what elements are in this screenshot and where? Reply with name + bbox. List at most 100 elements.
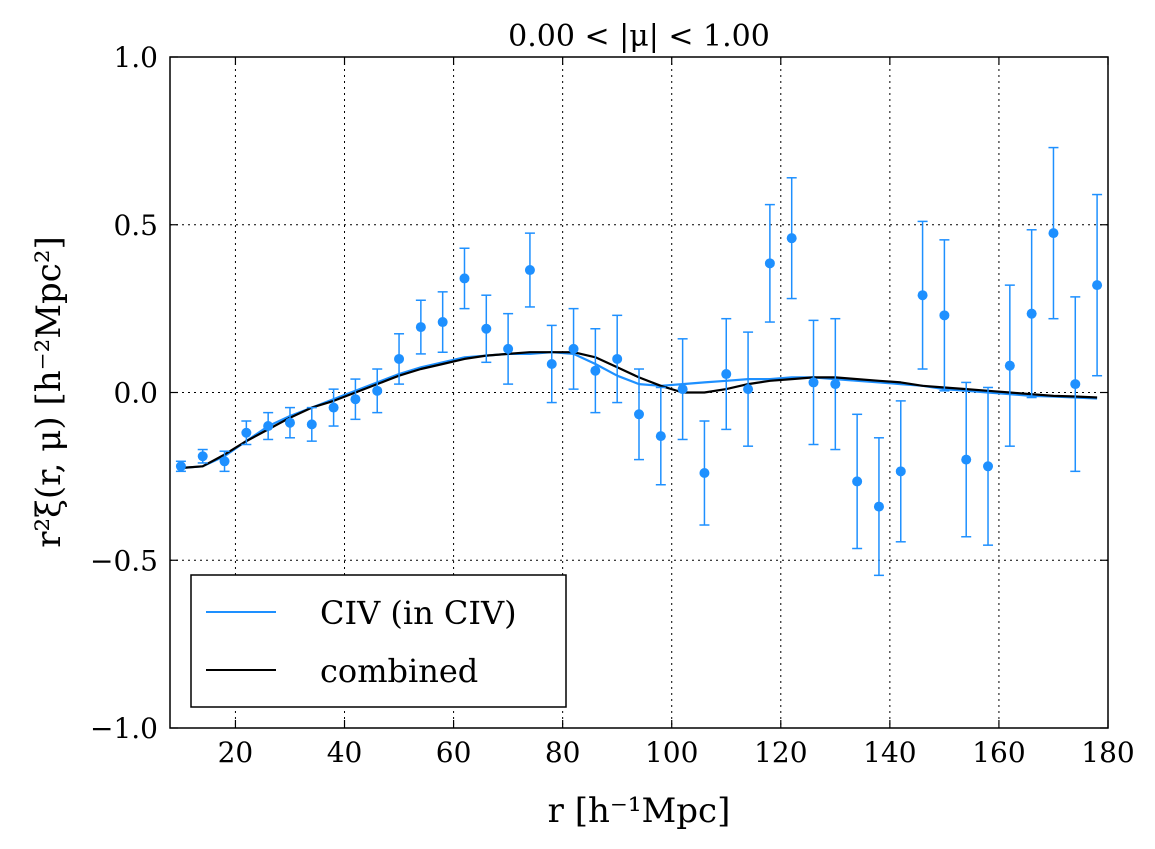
data-point-group — [437, 291, 448, 353]
x-tick-label: 140 — [863, 736, 916, 769]
data-point — [808, 377, 819, 388]
x-tick-label: 80 — [545, 736, 581, 769]
data-point — [917, 290, 928, 301]
y-axis-label: r²ξ(r, μ) [h⁻²Mpc²] — [29, 236, 69, 547]
data-point — [219, 456, 230, 467]
data-point-group — [721, 317, 732, 431]
data-point — [546, 358, 557, 369]
data-point-group — [634, 368, 644, 461]
x-tick-label: 40 — [327, 736, 363, 769]
data-point — [306, 419, 317, 430]
data-point — [197, 451, 208, 462]
legend-label-combined: combined — [320, 652, 478, 690]
data-point-group — [852, 413, 863, 550]
data-point — [743, 384, 754, 395]
data-point — [437, 317, 448, 328]
x-tick-label: 120 — [754, 736, 807, 769]
data-point-group — [394, 333, 405, 385]
data-point — [284, 417, 295, 428]
y-tick-label: 0.0 — [113, 377, 158, 410]
y-tick-label: 1.0 — [113, 41, 158, 74]
legend-label-civ: CIV (in CIV) — [320, 594, 517, 632]
data-points-group — [175, 146, 1103, 577]
data-point-group — [241, 420, 252, 446]
data-point — [350, 394, 361, 405]
data-point — [459, 273, 470, 284]
data-point-group — [786, 177, 797, 300]
data-point — [764, 258, 775, 269]
data-point — [503, 343, 514, 354]
data-point-group — [503, 312, 514, 385]
data-point — [568, 343, 579, 354]
data-point — [983, 461, 994, 472]
data-point-group — [263, 411, 274, 441]
data-point — [852, 476, 863, 487]
data-point-group — [175, 460, 186, 473]
data-point — [394, 353, 405, 364]
data-point-group — [350, 378, 361, 421]
data-point-group — [590, 328, 601, 414]
data-point — [786, 233, 797, 244]
data-point-group — [1026, 229, 1037, 399]
data-point — [612, 353, 623, 364]
x-tick-label: 180 — [1081, 736, 1134, 769]
x-tick-label: 20 — [218, 736, 254, 769]
legend-box — [190, 574, 567, 708]
data-point-group — [481, 294, 492, 364]
data-point-group — [655, 386, 666, 486]
data-point-group — [568, 307, 579, 390]
data-point-group — [808, 319, 819, 446]
data-point-group — [830, 317, 841, 451]
data-point — [328, 402, 339, 413]
data-point — [175, 461, 186, 472]
data-point-group — [764, 203, 775, 323]
data-point-group — [546, 324, 557, 404]
data-point-group — [1070, 296, 1081, 473]
data-point — [1004, 360, 1015, 371]
data-point-group — [961, 381, 972, 538]
data-point-group — [743, 331, 754, 447]
data-point — [939, 310, 950, 321]
data-point-group — [197, 448, 208, 464]
x-tick-label: 160 — [972, 736, 1025, 769]
data-point-group — [1092, 193, 1103, 377]
data-point — [721, 369, 732, 380]
data-point — [1026, 308, 1037, 319]
data-point-group — [699, 420, 710, 526]
data-point — [961, 454, 972, 465]
data-point-group — [1048, 146, 1059, 320]
data-point — [873, 501, 884, 512]
data-point-group — [873, 437, 884, 577]
x-tick-label: 60 — [436, 736, 472, 769]
data-point-group — [983, 386, 994, 546]
data-point-group — [677, 338, 688, 441]
data-point — [415, 322, 426, 333]
data-point — [699, 468, 710, 479]
data-point-group — [372, 368, 383, 414]
data-point — [372, 385, 383, 396]
x-tick-label: 100 — [645, 736, 698, 769]
data-point — [634, 409, 644, 420]
data-point-group — [612, 314, 623, 404]
y-tick-label: 0.5 — [113, 209, 158, 242]
data-point-group — [415, 299, 426, 355]
data-point — [590, 365, 601, 376]
data-point — [524, 265, 535, 276]
data-point-group — [284, 406, 295, 439]
legend: CIV (in CIV) combined — [190, 574, 567, 708]
data-point — [1048, 228, 1059, 239]
data-point — [895, 466, 906, 477]
x-axis-label: r [h⁻¹Mpc] — [548, 791, 731, 831]
data-point — [1070, 379, 1081, 390]
data-point-group — [917, 220, 928, 370]
chart-title: 0.00 < |μ| < 1.00 — [508, 19, 770, 54]
data-point-group — [459, 247, 470, 310]
y-tick-label: −1.0 — [90, 712, 158, 745]
data-point-group — [306, 406, 317, 442]
data-point — [655, 431, 666, 442]
data-point-group — [895, 400, 906, 543]
data-point — [481, 323, 492, 334]
data-point — [1092, 280, 1103, 291]
data-point — [263, 421, 274, 432]
